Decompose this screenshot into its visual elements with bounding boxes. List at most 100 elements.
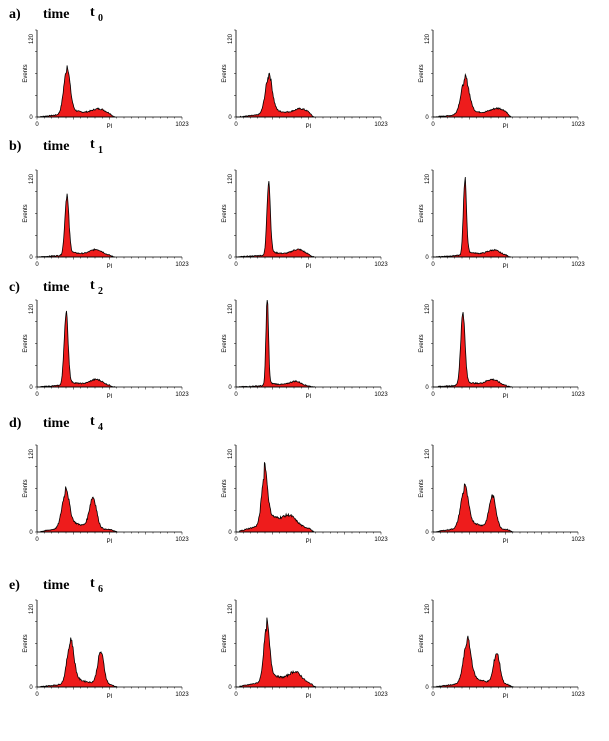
histogram-area	[433, 635, 514, 688]
panel-c-1: 120 00 1023 Events PI	[23, 299, 189, 400]
y-axis-label: Events	[23, 634, 29, 652]
row-label-letter: a)	[9, 7, 21, 22]
panel-a-1: 120 00 1023 Events PI	[23, 29, 189, 130]
x-tick-label-max: 1023	[571, 537, 585, 543]
x-tick-label-max: 1023	[374, 122, 388, 128]
x-axis-label: PI	[107, 394, 113, 400]
x-tick-label-min: 0	[234, 392, 238, 398]
panel-a-3: 120 00 1023 Events PI	[419, 29, 585, 130]
x-tick-label-max: 1023	[374, 392, 388, 398]
row-label-letter: b)	[9, 139, 22, 154]
x-tick-label-min: 0	[431, 392, 435, 398]
x-tick-label-min: 0	[35, 692, 39, 698]
y-tick-label-min: 0	[29, 530, 33, 536]
y-tick-label-min: 0	[425, 685, 429, 691]
panel-c-3: 120 00 1023 Events PI	[419, 299, 585, 400]
x-tick-label-min: 0	[35, 122, 39, 128]
panel-b-2: 120 00 1023 Events PI	[222, 169, 388, 270]
y-tick-label-min: 0	[29, 685, 33, 691]
row-label-letter: d)	[9, 416, 22, 431]
y-tick-label-min: 0	[425, 255, 429, 261]
x-axis-label: PI	[107, 694, 113, 700]
x-tick-label-max: 1023	[571, 692, 585, 698]
y-tick-label-max: 120	[425, 33, 431, 44]
x-tick-label-min: 0	[234, 537, 238, 543]
row-label-subscript: 2	[98, 286, 103, 297]
histogram-area	[433, 312, 512, 388]
y-tick-label-max: 120	[425, 603, 431, 614]
x-axis-label: PI	[306, 539, 312, 545]
x-axis-label: PI	[306, 264, 312, 270]
y-tick-label-min: 0	[228, 685, 232, 691]
row-labels: a) time t 0b) time t 1c) time t 2d) time t 4e) time t 6	[9, 5, 103, 595]
x-axis-label: PI	[107, 539, 113, 545]
y-tick-label-max: 120	[29, 603, 35, 614]
row-label-2: b) time t 1	[9, 137, 103, 156]
x-tick-label-max: 1023	[571, 392, 585, 398]
row-label-time: time	[43, 416, 69, 431]
y-axis-label: Events	[222, 479, 228, 497]
y-axis-label: Events	[222, 64, 228, 82]
panel-b-3: 120 00 1023 Events PI	[419, 169, 585, 270]
y-tick-label-min: 0	[425, 530, 429, 536]
y-tick-label-min: 0	[228, 385, 232, 391]
x-tick-label-max: 1023	[374, 692, 388, 698]
row-label-time: time	[43, 578, 69, 593]
histogram-area	[37, 65, 117, 118]
x-tick-label-min: 0	[431, 262, 435, 268]
row-label-letter: c)	[9, 280, 20, 295]
row-label-t: t	[90, 5, 95, 20]
row-label-time: time	[43, 139, 69, 154]
y-axis-label: Events	[419, 64, 425, 82]
x-axis-label: PI	[503, 694, 509, 700]
x-tick-label-min: 0	[234, 262, 238, 268]
y-axis-label: Events	[222, 334, 228, 352]
histogram-area	[236, 299, 315, 388]
y-tick-label-min: 0	[425, 385, 429, 391]
x-tick-label-max: 1023	[571, 262, 585, 268]
x-axis-label: PI	[306, 394, 312, 400]
panel-e-2: 120 00 1023 Events PI	[222, 599, 388, 700]
panel-b-1: 120 00 1023 Events PI	[23, 169, 189, 270]
x-axis-label: PI	[503, 539, 509, 545]
y-tick-label-min: 0	[228, 115, 232, 121]
histogram-area	[37, 310, 117, 388]
x-tick-label-max: 1023	[175, 122, 189, 128]
y-axis-label: Events	[419, 634, 425, 652]
y-tick-label-min: 0	[425, 115, 429, 121]
row-label-subscript: 0	[98, 13, 103, 24]
row-label-t: t	[90, 137, 95, 152]
y-axis-label: Events	[419, 334, 425, 352]
histogram-area	[236, 617, 317, 688]
x-axis-label: PI	[503, 264, 509, 270]
x-tick-label-min: 0	[234, 122, 238, 128]
panel-d-2: 120 00 1023 Events PI	[222, 444, 388, 545]
x-tick-label-min: 0	[431, 692, 435, 698]
x-tick-label-max: 1023	[175, 392, 189, 398]
x-tick-label-min: 0	[431, 122, 435, 128]
row-label-letter: e)	[9, 578, 20, 593]
y-tick-label-max: 120	[228, 173, 234, 184]
y-tick-label-max: 120	[425, 448, 431, 459]
panel-d-1: 120 00 1023 Events PI	[23, 444, 189, 545]
x-tick-label-min: 0	[35, 392, 39, 398]
y-tick-label-max: 120	[29, 303, 35, 314]
histogram-area	[37, 637, 119, 688]
histogram-area	[433, 483, 514, 533]
panel-d-3: 120 00 1023 Events PI	[419, 444, 585, 545]
row-label-t: t	[90, 278, 95, 293]
y-tick-label-max: 120	[228, 448, 234, 459]
row-label-3: c) time t 2	[9, 278, 103, 297]
y-axis-label: Events	[222, 204, 228, 222]
y-tick-label-max: 120	[228, 603, 234, 614]
x-tick-label-min: 0	[35, 262, 39, 268]
histogram-area	[37, 193, 115, 258]
y-axis-label: Events	[23, 204, 29, 222]
row-label-1: a) time t 0	[9, 5, 103, 24]
x-tick-label-max: 1023	[175, 262, 189, 268]
y-axis-label: Events	[419, 204, 425, 222]
y-tick-label-min: 0	[228, 530, 232, 536]
histogram-area	[433, 176, 511, 258]
row-label-time: time	[43, 280, 69, 295]
